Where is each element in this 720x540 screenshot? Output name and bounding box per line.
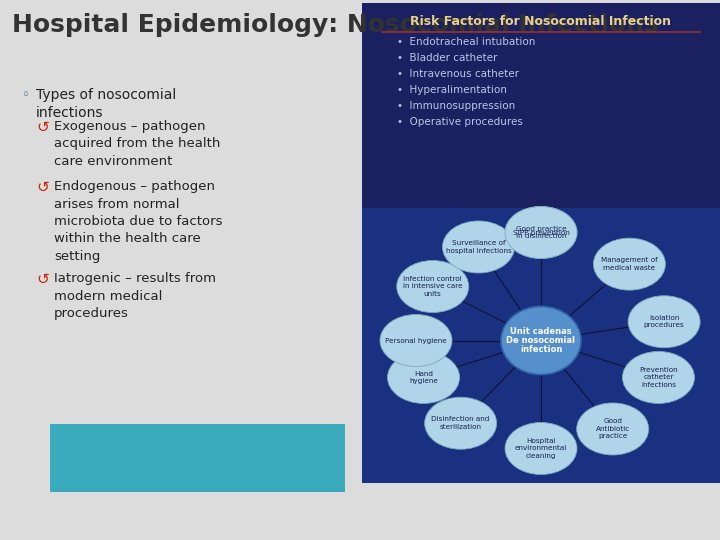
Ellipse shape (593, 238, 665, 290)
Text: Iatrogenic – results from
modern medical
procedures: Iatrogenic – results from modern medical… (54, 272, 216, 320)
Text: •  Intravenous catheter: • Intravenous catheter (397, 69, 519, 79)
Ellipse shape (505, 422, 577, 475)
Ellipse shape (425, 397, 497, 449)
Ellipse shape (505, 206, 577, 259)
Text: Good practice
In disinfection: Good practice In disinfection (516, 226, 567, 239)
Ellipse shape (628, 296, 700, 348)
Text: ◦: ◦ (22, 88, 30, 102)
Ellipse shape (577, 403, 649, 455)
Text: SIPP prevention: SIPP prevention (513, 230, 570, 235)
Text: Surveillance of
hospital infections: Surveillance of hospital infections (446, 240, 511, 254)
Text: •  Operative procedures: • Operative procedures (397, 117, 523, 127)
Ellipse shape (501, 307, 581, 375)
Text: Hospital Epidemiology: Nosocomial Infections: Hospital Epidemiology: Nosocomial Infect… (12, 13, 659, 37)
Text: Endogenous – pathogen
arises from normal
microbiota due to factors
within the he: Endogenous – pathogen arises from normal… (54, 180, 222, 263)
Text: •  Endotracheal intubation: • Endotracheal intubation (397, 37, 536, 47)
Text: Risk Factors for Nosocomial Infection: Risk Factors for Nosocomial Infection (410, 15, 672, 28)
Ellipse shape (505, 206, 577, 259)
Ellipse shape (387, 352, 459, 403)
Text: Management of
medical waste: Management of medical waste (601, 258, 657, 271)
Text: Personal hygiene: Personal hygiene (385, 338, 447, 343)
Text: Types of nosocomial
infections: Types of nosocomial infections (36, 88, 176, 120)
Text: ↺: ↺ (36, 272, 49, 287)
Text: •  Immunosuppression: • Immunosuppression (397, 101, 516, 111)
Text: Hand
hygiene: Hand hygiene (409, 370, 438, 384)
Text: Unit cadenas: Unit cadenas (510, 327, 572, 336)
Text: Prevention
catheter
infections: Prevention catheter infections (639, 367, 678, 388)
FancyBboxPatch shape (362, 3, 720, 208)
Ellipse shape (380, 314, 452, 367)
Text: Isolation
procedures: Isolation procedures (644, 315, 685, 328)
Text: ↺: ↺ (36, 180, 49, 195)
Ellipse shape (443, 221, 515, 273)
FancyBboxPatch shape (362, 208, 720, 483)
Ellipse shape (397, 260, 469, 313)
Text: Disinfection and
sterilization: Disinfection and sterilization (431, 416, 490, 430)
Text: Exogenous – pathogen
acquired from the health
care environment: Exogenous – pathogen acquired from the h… (54, 120, 220, 168)
Text: Infection control
in intensive care
units: Infection control in intensive care unit… (403, 276, 462, 297)
FancyBboxPatch shape (50, 424, 345, 492)
Text: Hospital
environmental
cleaning: Hospital environmental cleaning (515, 438, 567, 459)
Text: De nosocomial: De nosocomial (506, 336, 575, 345)
Ellipse shape (623, 352, 695, 403)
Text: ↺: ↺ (36, 120, 49, 135)
Text: •  Bladder catheter: • Bladder catheter (397, 53, 498, 63)
Text: Good
Antibiotic
practice: Good Antibiotic practice (595, 418, 630, 440)
Text: •  Hyperalimentation: • Hyperalimentation (397, 85, 507, 95)
Text: infection: infection (520, 345, 562, 354)
